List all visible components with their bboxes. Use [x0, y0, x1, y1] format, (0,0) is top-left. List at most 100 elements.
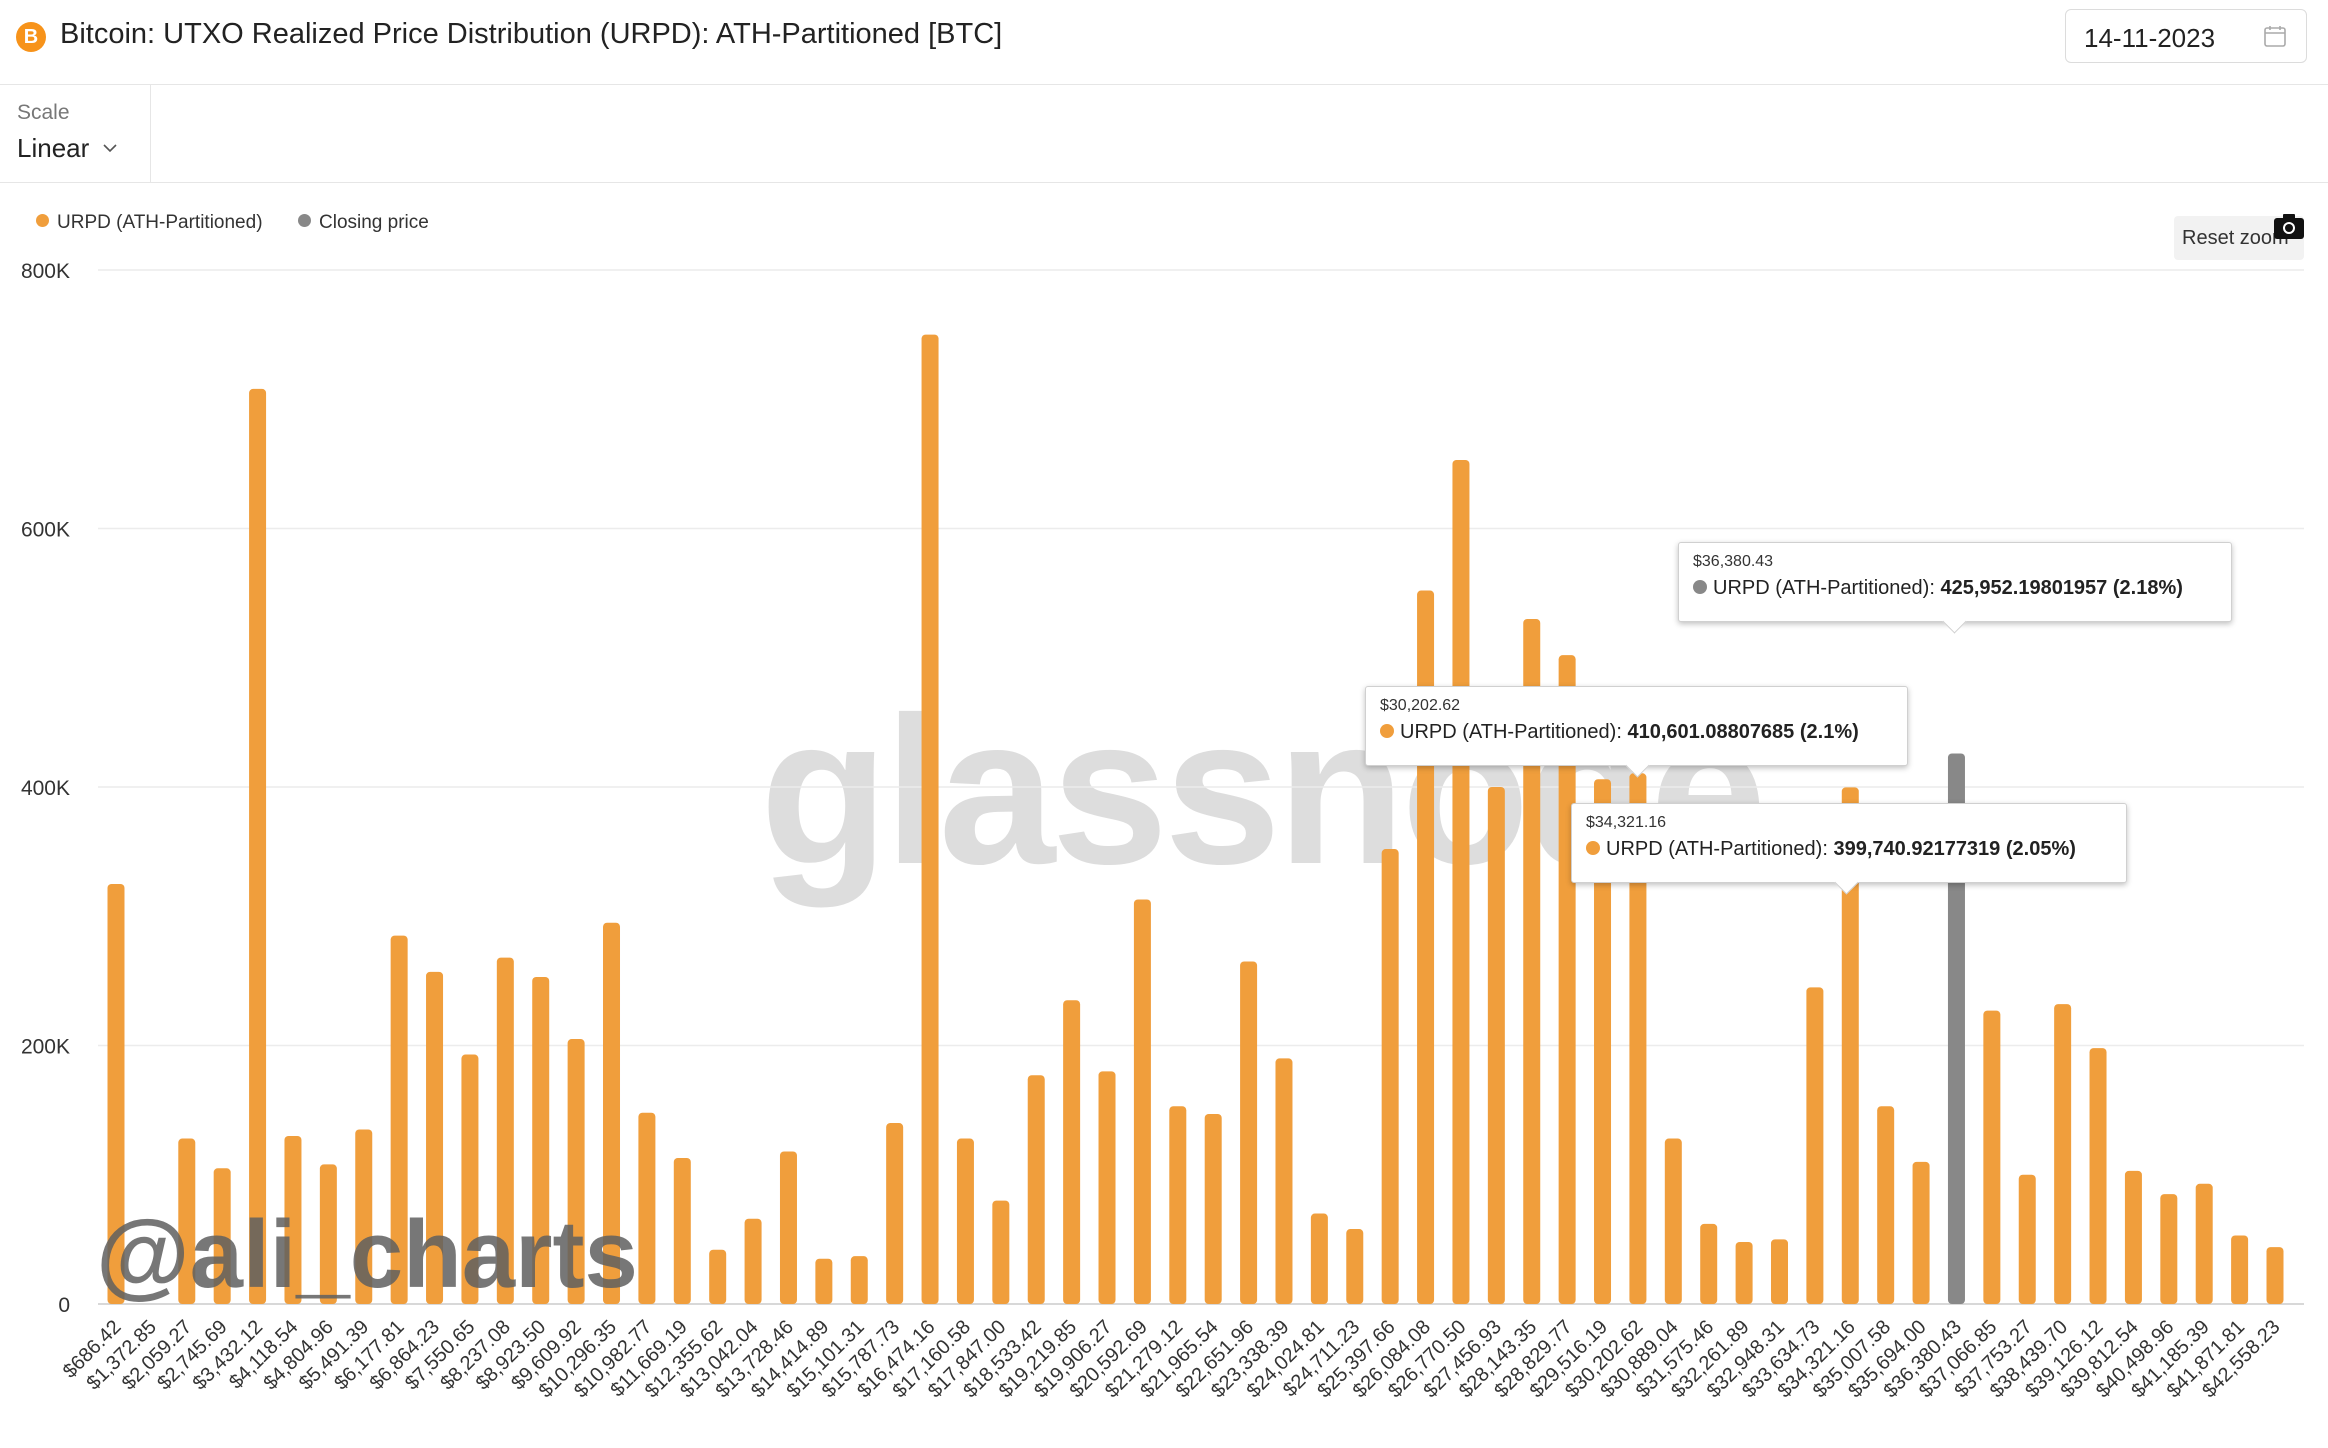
bar-urpd[interactable]	[921, 334, 939, 1304]
bar-urpd[interactable]	[1629, 773, 1647, 1304]
bar-urpd[interactable]	[2018, 1174, 2036, 1304]
tooltip-dot-icon	[1586, 840, 1600, 855]
tooltip-price: $36,380.43	[1693, 553, 1774, 570]
bar-urpd[interactable]	[2160, 1194, 2178, 1304]
date-value: 14-11-2023	[2084, 23, 2216, 53]
header: B Bitcoin: UTXO Realized Price Distribut…	[0, 0, 2328, 85]
bar-urpd[interactable]	[284, 1135, 302, 1304]
bitcoin-logo-icon: B	[16, 22, 46, 52]
scale-label: Scale	[17, 101, 70, 124]
bar-urpd[interactable]	[1594, 779, 1612, 1304]
legend-dot-closing-icon	[298, 214, 311, 228]
bar-urpd[interactable]	[956, 1138, 974, 1304]
legend-label-urpd: URPD (ATH-Partitioned)	[57, 212, 263, 233]
tooltip-line: URPD (ATH-Partitioned): 410,601.08807685…	[1380, 721, 1893, 744]
bar-urpd[interactable]	[744, 1218, 762, 1304]
bar-urpd[interactable]	[390, 935, 408, 1304]
tooltip-value: 425,952.19801957 (2.18%)	[1940, 577, 2183, 599]
bar-urpd[interactable]	[1169, 1106, 1187, 1304]
bar-urpd[interactable]	[1133, 899, 1151, 1304]
bar-urpd[interactable]	[1912, 1161, 1930, 1304]
bar-urpd[interactable]	[1806, 987, 1824, 1304]
camera-icon[interactable]	[2273, 212, 2305, 240]
scale-select[interactable]: Linear	[17, 133, 90, 163]
toolbar: Scale Linear	[0, 85, 2328, 183]
tooltip-36380: $36,380.43 URPD (ATH-Partitioned): 425,9…	[1678, 542, 2232, 634]
author-watermark: @ali_charts	[96, 1201, 638, 1308]
bar-urpd[interactable]	[567, 1039, 585, 1304]
bar-urpd[interactable]	[249, 388, 267, 1304]
date-picker[interactable]: 14-11-2023	[2065, 9, 2307, 63]
legend-item-urpd[interactable]: URPD (ATH-Partitioned)	[36, 212, 263, 234]
bar-urpd[interactable]	[850, 1256, 868, 1304]
calendar-icon	[2264, 26, 2286, 47]
bar-urpd[interactable]	[603, 922, 621, 1304]
bar-urpd[interactable]	[2089, 1048, 2107, 1304]
bar-urpd[interactable]	[1310, 1213, 1328, 1304]
bar-urpd[interactable]	[1346, 1229, 1364, 1304]
tooltip-value: 410,601.08807685 (2.1%)	[1627, 721, 1859, 743]
bar-urpd[interactable]	[1841, 787, 1859, 1304]
bar-urpd[interactable]	[461, 1054, 479, 1304]
bar-urpd[interactable]	[1487, 787, 1505, 1304]
bar-urpd[interactable]	[992, 1200, 1010, 1304]
y-tick-label: 200K	[21, 1036, 70, 1059]
bar-urpd[interactable]	[1204, 1114, 1222, 1304]
bar-urpd[interactable]	[1027, 1075, 1045, 1304]
bar-urpd[interactable]	[1664, 1138, 1682, 1304]
bar-urpd[interactable]	[709, 1249, 727, 1304]
bar-urpd[interactable]	[2195, 1183, 2213, 1304]
legend-item-closing[interactable]: Closing price	[298, 212, 429, 234]
bar-urpd[interactable]	[2231, 1235, 2249, 1304]
bar-urpd[interactable]	[1770, 1239, 1788, 1304]
bar-urpd[interactable]	[496, 957, 514, 1304]
bar-urpd[interactable]	[886, 1123, 904, 1304]
tooltip-value: 399,740.92177319 (2.05%)	[1833, 838, 2076, 860]
bar-urpd[interactable]	[1417, 590, 1435, 1304]
bar-urpd[interactable]	[1098, 1071, 1116, 1304]
bar-urpd[interactable]	[1523, 618, 1541, 1304]
bar-urpd[interactable]	[426, 971, 444, 1304]
tooltip-line: URPD (ATH-Partitioned): 399,740.92177319…	[1586, 838, 2112, 861]
page-title: Bitcoin: UTXO Realized Price Distributio…	[60, 18, 1003, 50]
bar-urpd[interactable]	[2054, 1004, 2072, 1304]
tooltip-series: URPD (ATH-Partitioned):	[1400, 721, 1622, 743]
chevron-down-icon[interactable]	[102, 140, 118, 156]
tooltip-series: URPD (ATH-Partitioned):	[1606, 838, 1828, 860]
bar-urpd[interactable]	[355, 1129, 373, 1304]
tooltip-30202: $30,202.62 URPD (ATH-Partitioned): 410,6…	[1365, 686, 1908, 778]
bar-urpd[interactable]	[532, 976, 550, 1304]
bar-urpd[interactable]	[1877, 1106, 1895, 1304]
tooltip-series: URPD (ATH-Partitioned):	[1713, 577, 1935, 599]
bar-urpd[interactable]	[1240, 961, 1258, 1304]
bar-urpd[interactable]	[1983, 1010, 2001, 1304]
tooltip-dot-icon	[1693, 579, 1707, 594]
tooltip-34321: $34,321.16 URPD (ATH-Partitioned): 399,7…	[1571, 803, 2127, 895]
scale-panel: Scale Linear	[0, 85, 151, 182]
bar-urpd[interactable]	[2266, 1247, 2284, 1304]
bar-urpd[interactable]	[815, 1258, 833, 1304]
y-tick-label: 400K	[21, 777, 70, 800]
tooltip-line: URPD (ATH-Partitioned): 425,952.19801957…	[1693, 577, 2217, 600]
bar-urpd[interactable]	[107, 883, 125, 1304]
tooltip-price: $34,321.16	[1586, 814, 1667, 831]
bar-urpd[interactable]	[213, 1168, 231, 1304]
bar-urpd[interactable]	[1700, 1223, 1718, 1304]
legend-label-closing: Closing price	[319, 212, 429, 233]
bar-urpd[interactable]	[2124, 1170, 2142, 1304]
bar-urpd[interactable]	[673, 1157, 691, 1304]
bar-urpd[interactable]	[1735, 1241, 1753, 1304]
bar-urpd[interactable]	[319, 1164, 337, 1304]
legend-dot-urpd-icon	[36, 214, 49, 228]
bar-urpd[interactable]	[1275, 1058, 1293, 1304]
y-tick-label: 600K	[21, 519, 70, 542]
bar-urpd[interactable]	[1381, 849, 1399, 1304]
bar-urpd[interactable]	[638, 1112, 656, 1304]
bar-urpd[interactable]	[1452, 459, 1470, 1304]
tooltip-dot-icon	[1380, 723, 1394, 738]
bar-urpd[interactable]	[779, 1151, 797, 1304]
bar-closing-price[interactable]	[1947, 753, 1965, 1304]
bar-urpd[interactable]	[178, 1138, 196, 1304]
bar-urpd[interactable]	[1063, 1000, 1081, 1304]
